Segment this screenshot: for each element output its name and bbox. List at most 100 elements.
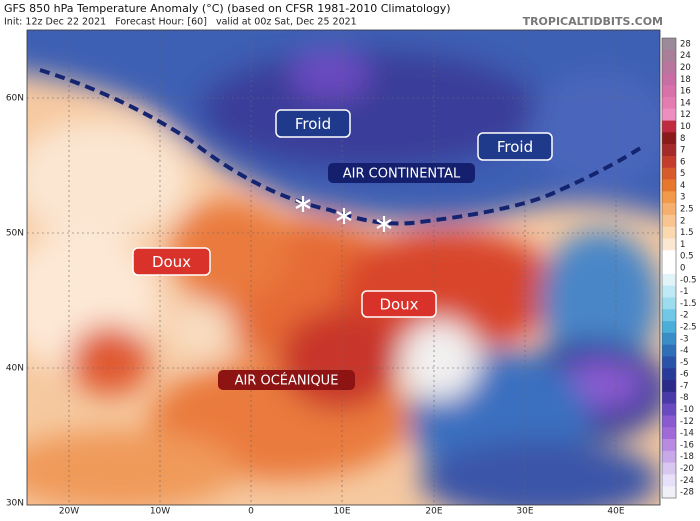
colorbar-swatch bbox=[662, 273, 676, 286]
lat-label: 30N bbox=[6, 499, 24, 509]
colorbar-label: -16 bbox=[680, 440, 694, 450]
colorbar-swatch bbox=[662, 356, 676, 369]
colorbar-label: 2.5 bbox=[680, 205, 694, 215]
colorbar-label: -18 bbox=[680, 452, 694, 462]
lat-label: 50N bbox=[6, 229, 24, 239]
annotation-label: AIR OCÉANIQUE bbox=[235, 373, 339, 389]
colorbar-swatch bbox=[662, 285, 676, 298]
asterisks bbox=[295, 196, 392, 232]
colorbar-label: -3 bbox=[680, 334, 688, 344]
colorbar-frame bbox=[661, 37, 677, 499]
colorbar-label: -7 bbox=[680, 381, 688, 391]
colorbar-swatch bbox=[662, 321, 676, 334]
lat-label: 40N bbox=[6, 364, 24, 374]
colorbar-label: -14 bbox=[680, 429, 694, 439]
colorbar-label: -0.5 bbox=[680, 275, 697, 285]
colorbar-label: 6 bbox=[680, 157, 685, 167]
colorbar-swatch bbox=[662, 108, 676, 121]
subtitle: Init: 12z Dec 22 2021 Forecast Hour: [60… bbox=[4, 17, 357, 28]
colorbar-swatch bbox=[662, 203, 676, 216]
front-line bbox=[39, 68, 647, 226]
colorbar-label: 28 bbox=[680, 39, 691, 49]
lon-label: 10E bbox=[333, 507, 350, 517]
colorbar-label: -24 bbox=[680, 476, 694, 486]
colorbar-label: -2.5 bbox=[680, 322, 697, 332]
colorbar-swatch bbox=[662, 73, 676, 86]
colorbar-label: 24 bbox=[680, 51, 691, 61]
colorbar-swatch bbox=[662, 191, 676, 204]
colorbar-label: -1.5 bbox=[680, 299, 697, 309]
colorbar-swatch bbox=[662, 155, 676, 169]
annotation-label: Froid bbox=[295, 115, 331, 133]
lat-label: 60N bbox=[6, 94, 24, 104]
lon-label: 20E bbox=[425, 507, 442, 517]
colorbar-swatch bbox=[662, 49, 676, 62]
colorbar-label: 5 bbox=[680, 169, 685, 179]
source: TROPICALTIDBITS.COM bbox=[523, 15, 663, 28]
colorbar-label: 1.5 bbox=[680, 228, 694, 238]
colorbar-swatch bbox=[662, 462, 676, 475]
colorbar-swatch bbox=[662, 144, 676, 157]
colorbar-swatch bbox=[662, 61, 676, 74]
colorbar-label: 3 bbox=[680, 193, 685, 203]
annotation-label: Froid bbox=[497, 138, 533, 156]
colorbar-label: -20 bbox=[680, 464, 694, 474]
colorbar-label: 12 bbox=[680, 110, 691, 120]
annotation-box bbox=[328, 163, 475, 183]
colorbar-swatch bbox=[662, 167, 676, 180]
colorbar-label: 4 bbox=[680, 181, 685, 191]
colorbar-swatch bbox=[662, 250, 676, 263]
graticule bbox=[27, 30, 660, 505]
colorbar-swatch bbox=[662, 439, 676, 452]
colorbar-label: 1 bbox=[680, 240, 685, 250]
colorbar-label: -28 bbox=[680, 488, 694, 498]
colorbar-label: 16 bbox=[680, 87, 691, 97]
colorbar-swatch bbox=[662, 380, 676, 393]
colorbar-swatch bbox=[662, 332, 676, 345]
colorbar-swatch bbox=[662, 132, 676, 145]
colorbar-swatch bbox=[662, 38, 676, 51]
colorbar-swatch bbox=[662, 179, 676, 192]
colorbar-swatch bbox=[662, 120, 676, 133]
colorbar-label: 14 bbox=[680, 98, 691, 108]
colorbar-swatch bbox=[662, 450, 676, 463]
colorbar-label: 20 bbox=[680, 63, 691, 73]
colorbar-swatch bbox=[662, 474, 676, 487]
lon-label: 40E bbox=[607, 507, 624, 517]
annotation-box bbox=[132, 247, 211, 276]
colorbar-swatch bbox=[662, 403, 676, 416]
colorbar-swatch bbox=[662, 226, 676, 239]
colorbar-label: 7 bbox=[680, 146, 685, 156]
annotation-box bbox=[477, 132, 553, 161]
colorbar-swatch bbox=[662, 309, 676, 322]
colorbar-label: 10 bbox=[680, 122, 691, 132]
colorbar-label: 2 bbox=[680, 216, 685, 226]
colorbar-swatch bbox=[662, 391, 676, 404]
colorbar-label: -6 bbox=[680, 370, 688, 380]
colorbar-swatch bbox=[662, 96, 676, 110]
colorbar-label: -8 bbox=[680, 393, 688, 403]
lon-label: 10W bbox=[150, 507, 170, 517]
colorbar-swatch bbox=[662, 344, 676, 357]
annotation-label: Doux bbox=[152, 253, 191, 271]
annotation-box bbox=[361, 290, 437, 318]
title: GFS 850 hPa Temperature Anomaly (°C) (ba… bbox=[4, 2, 451, 15]
colorbar-label: -5 bbox=[680, 358, 688, 368]
colorbar-swatch bbox=[662, 238, 676, 251]
colorbar-label: -12 bbox=[680, 417, 694, 427]
annotation-label: Doux bbox=[379, 296, 418, 314]
colorbar-swatch bbox=[662, 297, 676, 310]
colorbar-label: -4 bbox=[680, 346, 688, 356]
annotation-box bbox=[218, 370, 355, 390]
colorbar-label: -1 bbox=[680, 287, 688, 297]
colorbar-swatch bbox=[662, 486, 676, 499]
colorbar-label: 8 bbox=[680, 134, 685, 144]
lon-label: 20W bbox=[59, 507, 79, 517]
colorbar-swatch bbox=[662, 214, 676, 228]
colorbar-label: 0 bbox=[680, 264, 685, 274]
colorbar-swatch bbox=[662, 368, 676, 381]
annotation-label: AIR CONTINENTAL bbox=[343, 167, 461, 182]
map-frame bbox=[26, 29, 661, 506]
colorbar-label: 0.5 bbox=[680, 252, 694, 262]
